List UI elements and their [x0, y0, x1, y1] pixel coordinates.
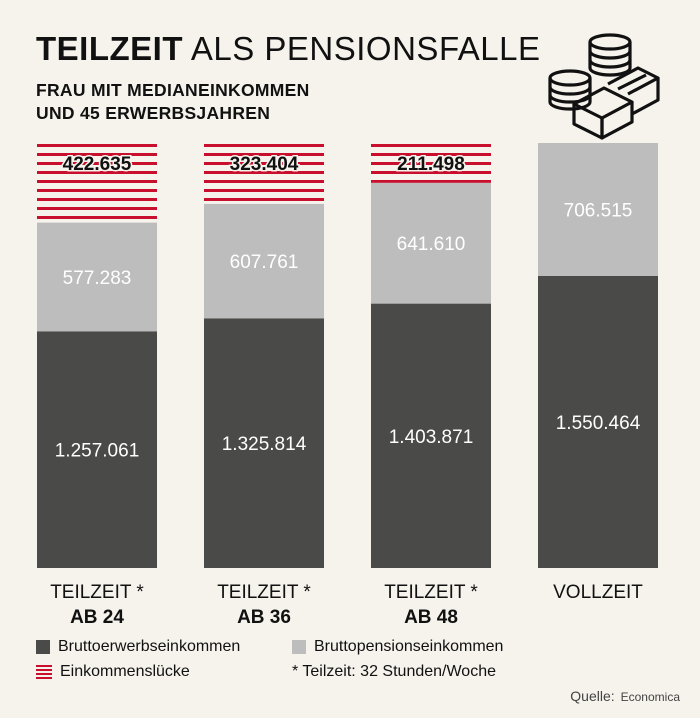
category-line1-1: TEILZEIT * — [50, 582, 144, 603]
bar-erwerb-1 — [37, 331, 157, 568]
bar-luecke-1 — [37, 143, 157, 223]
bar-pension-2 — [204, 203, 324, 319]
subtitle-line-2: UND 45 ERWERBSJAHREN — [36, 103, 271, 123]
title-rest: ALS PENSIONSFALLE — [190, 30, 541, 67]
data-label-erwerb-1: 1.257.061 — [55, 441, 140, 462]
legend-item-erwerb: Bruttoerwerbseinkommen — [36, 638, 240, 656]
bar-luecke-3 — [371, 143, 491, 183]
legend-label-erwerb: Bruttoerwerbseinkommen — [58, 638, 241, 655]
data-label-luecke-1: 422.635 — [63, 154, 132, 175]
footnote-text: * Teilzeit: 32 Stunden/Woche — [292, 663, 496, 680]
source-name: Economica — [620, 690, 680, 704]
data-label-pension-2: 607.761 — [230, 252, 299, 273]
data-label-erwerb-4: 1.550.464 — [556, 413, 641, 434]
data-label-pension-1: 577.283 — [63, 268, 132, 289]
bar-erwerb-3 — [371, 303, 491, 568]
legend-label-pension: Bruttopensionseinkommen — [314, 638, 504, 655]
legend-item-luecke: Einkommenslücke — [36, 663, 190, 681]
source-credit: Quelle: Economica — [570, 688, 680, 704]
bar-luecke-2 — [204, 143, 324, 204]
category-line1-2: TEILZEIT * — [217, 582, 311, 603]
chart-title: TEILZEIT ALS PENSIONSFALLE — [36, 30, 541, 68]
category-line2-1: AB 24 — [70, 607, 124, 628]
data-label-luecke-3: 211.498 — [397, 154, 465, 175]
category-line2-2: AB 36 — [237, 607, 291, 628]
data-label-erwerb-2: 1.325.814 — [222, 434, 307, 455]
bar-erwerb-2 — [204, 318, 324, 568]
legend-label-luecke: Einkommenslücke — [60, 663, 190, 680]
bar-pension-3 — [371, 182, 491, 304]
category-line1-4: VOLLZEIT — [553, 582, 643, 603]
category-line1-3: TEILZEIT * — [384, 582, 478, 603]
bar-erwerb-4 — [538, 276, 658, 568]
category-label-4: VOLLZEIT — [523, 580, 673, 605]
category-label-2: TEILZEIT * AB 36 — [189, 580, 339, 630]
data-label-erwerb-3: 1.403.871 — [389, 427, 474, 448]
data-label-luecke-2: 323.404 — [230, 154, 299, 175]
data-label-pension-3: 641.610 — [397, 234, 466, 255]
coins-stack-icon — [548, 33, 660, 140]
subtitle-line-1: FRAU MIT MEDIANEINKOMMEN — [36, 80, 310, 100]
legend-swatch-luecke — [36, 665, 52, 679]
title-bold: TEILZEIT — [36, 30, 183, 67]
legend-swatch-pension — [292, 640, 306, 654]
footnote-teilzeit: * Teilzeit: 32 Stunden/Woche — [292, 663, 496, 681]
legend-swatch-erwerb — [36, 640, 50, 654]
category-label-3: TEILZEIT * AB 48 — [356, 580, 506, 630]
category-label-1: TEILZEIT * AB 24 — [22, 580, 172, 630]
bar-pension-4 — [538, 143, 658, 276]
legend-item-pension: Bruttopensionseinkommen — [292, 638, 503, 656]
bar-pension-1 — [37, 222, 157, 332]
chart-subtitle: FRAU MIT MEDIANEINKOMMEN UND 45 ERWERBSJ… — [36, 79, 310, 125]
source-label: Quelle: — [570, 688, 615, 704]
data-label-pension-4: 706.515 — [564, 201, 633, 222]
category-line2-3: AB 48 — [404, 607, 458, 628]
